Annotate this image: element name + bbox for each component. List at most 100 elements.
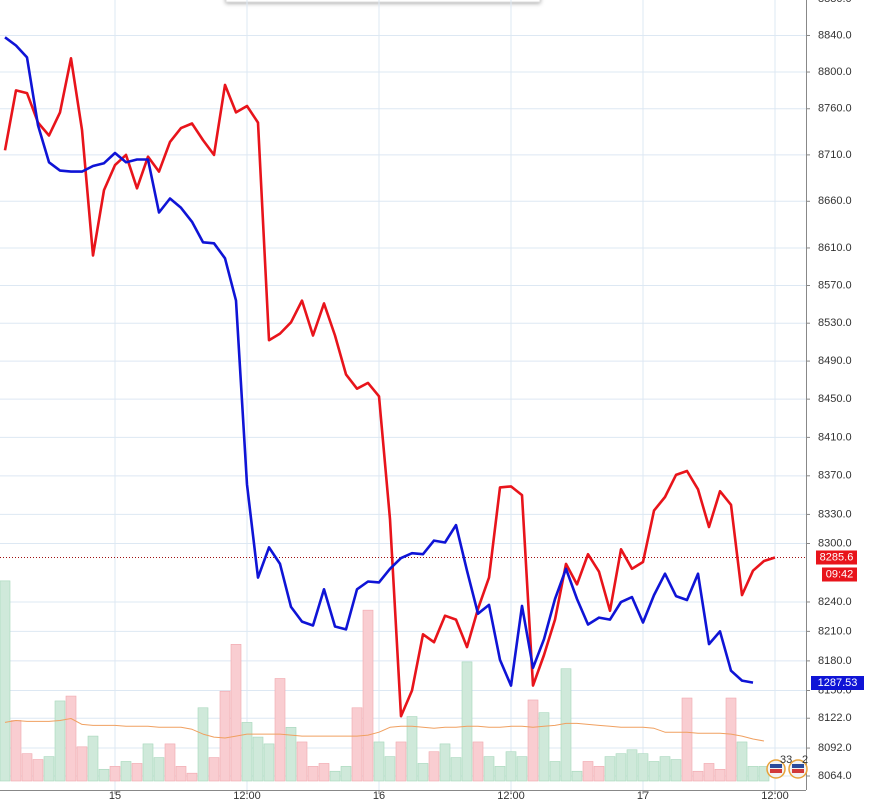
grid <box>0 0 806 790</box>
volume-bar <box>461 661 473 782</box>
volume-bar <box>164 743 176 782</box>
y-tick-label: 8490.0 <box>818 355 852 367</box>
volume-bar <box>109 766 121 782</box>
volume-bar <box>65 695 77 782</box>
volume-bar <box>21 753 33 782</box>
y-tick-label: 8092.0 <box>818 742 852 754</box>
volume-bar <box>670 759 682 782</box>
volume-bar <box>120 761 132 782</box>
x-tick-label: 12:00 <box>761 790 789 800</box>
volume-bar <box>560 668 572 782</box>
volume-bar <box>703 763 715 782</box>
volume-bar <box>219 690 231 782</box>
volume-bar <box>494 766 506 782</box>
volume-bar <box>593 766 605 782</box>
x-tick-label: 12:00 <box>233 790 261 800</box>
volume-bar <box>175 766 187 782</box>
volume-bar <box>142 743 154 782</box>
volume-bar <box>395 741 407 782</box>
volume-bar <box>406 716 418 782</box>
volume-bar <box>428 751 440 782</box>
volume-bar <box>76 746 88 782</box>
y-tick-label: 8210.0 <box>818 625 852 637</box>
y-tick-label: 8300.0 <box>818 537 852 549</box>
volume-bar <box>549 761 561 782</box>
volume-bar <box>736 741 748 782</box>
volume-bar <box>43 756 55 782</box>
y-tick-label: 8330.0 <box>818 508 852 520</box>
volume-bar <box>54 700 66 782</box>
volume-bar <box>538 712 550 782</box>
volume-bar <box>648 761 660 782</box>
x-tick-label: 17 <box>637 790 649 800</box>
y-tick-label: 8800.0 <box>818 66 852 78</box>
x-tick-label: 15 <box>109 790 121 800</box>
y-tick-label: 8180.0 <box>818 655 852 667</box>
volume-bar <box>637 753 649 782</box>
volume-bar <box>285 727 297 782</box>
volume-bar <box>252 736 264 782</box>
volume-ma-line <box>4 718 765 742</box>
y-tick-label: 8570.0 <box>818 279 852 291</box>
volume-bar <box>153 757 165 782</box>
toolbar-popup[interactable] <box>225 0 541 3</box>
volume-bar <box>296 741 308 782</box>
volume-bar <box>582 761 594 782</box>
volume-bar <box>98 768 110 782</box>
event-flag-stripe <box>770 769 782 773</box>
volume-bar <box>340 766 352 782</box>
volume-bar <box>417 763 429 782</box>
volume-bar <box>208 757 220 782</box>
volume-bar <box>351 707 363 782</box>
volume-bar <box>131 763 143 782</box>
event-flag-stripe <box>792 769 804 773</box>
event-flag-stripe <box>792 764 804 768</box>
y-tick-label: 8064.0 <box>818 770 852 782</box>
y-tick-label: 8840.0 <box>818 29 852 41</box>
y-tick-label: 8122.0 <box>818 712 852 724</box>
y-tick-label: 8240.0 <box>818 596 852 608</box>
y-tick-label: 8880.0 <box>818 0 852 5</box>
volume-bar <box>230 644 242 782</box>
volume-bar <box>615 753 627 782</box>
volume-bar <box>527 699 539 782</box>
volume-bar <box>32 759 44 782</box>
volume-bar <box>362 609 374 782</box>
volume-bar <box>274 678 286 782</box>
volume-bar <box>692 770 704 782</box>
volume-bar <box>439 743 451 782</box>
countdown-text: 09:42 <box>826 568 854 580</box>
volume-bar <box>472 741 484 782</box>
volume-bar <box>483 756 495 782</box>
price-badge <box>816 550 857 565</box>
volume-bar <box>450 757 462 782</box>
volume-bar <box>681 697 693 782</box>
y-tick-label: 8530.0 <box>818 317 852 329</box>
volume-bar <box>87 735 99 782</box>
volume-bar <box>10 720 22 782</box>
volume-bar <box>197 707 209 782</box>
price-badge-text: 8285.6 <box>820 551 854 563</box>
price-line <box>3 57 776 718</box>
blue-badge-text: 1287.53 <box>818 677 858 689</box>
y-tick-label: 8370.0 <box>818 470 852 482</box>
volume-bar <box>373 741 385 782</box>
volume-bar <box>384 756 396 782</box>
volume-bar <box>626 749 638 782</box>
volume-bar <box>186 772 198 782</box>
event-count: 33 <box>780 754 792 766</box>
y-tick-label: 8450.0 <box>818 393 852 405</box>
axis-panel <box>806 0 871 800</box>
volume-bar <box>571 770 583 782</box>
x-tick-label: 16 <box>373 790 385 800</box>
y-tick-label: 8610.0 <box>818 242 852 254</box>
volume-bar <box>714 768 726 782</box>
event-count: 2 <box>802 754 808 766</box>
y-tick-label: 8760.0 <box>818 103 852 115</box>
y-tick-label: 8710.0 <box>818 149 852 161</box>
volume-bar <box>318 763 330 782</box>
volume-bar <box>516 756 528 782</box>
volume-bar <box>329 770 341 782</box>
volume-bar <box>659 756 671 782</box>
